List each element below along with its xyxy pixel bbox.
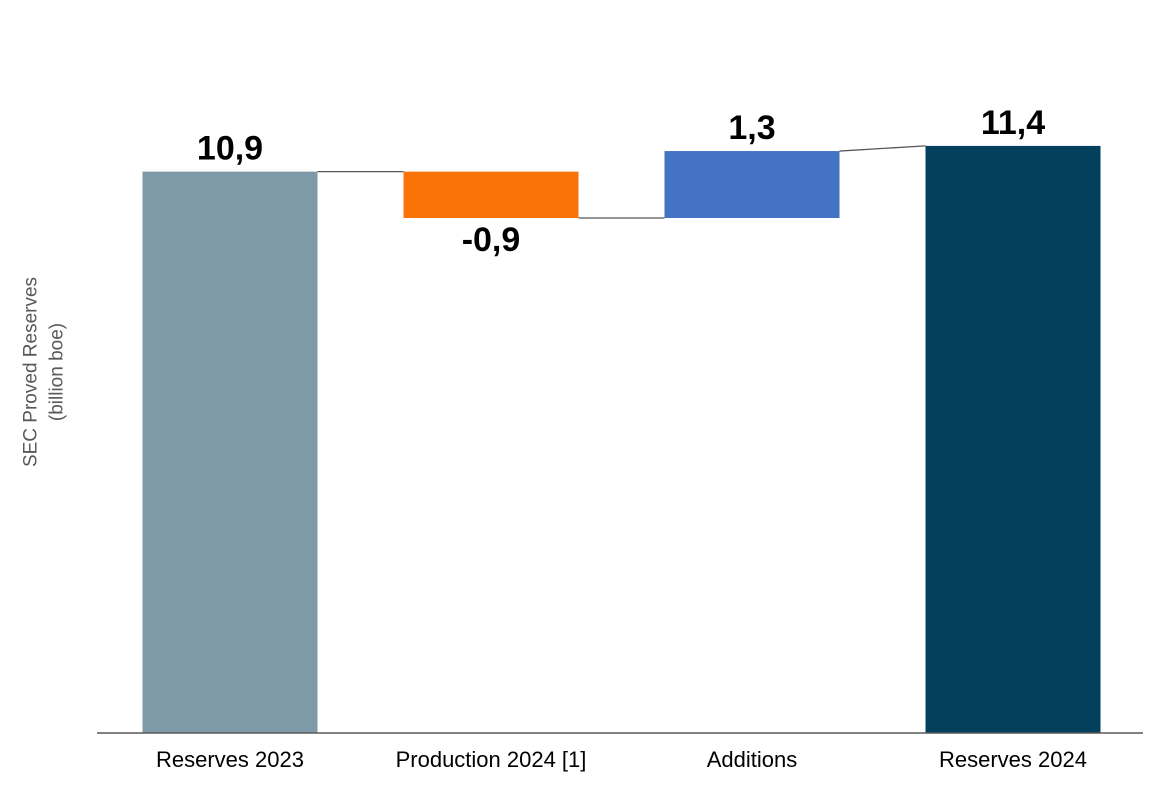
data-labels: 10,9 -0,9 1,3 11,4 <box>197 104 1045 259</box>
connector-additions-to-reserves-2024 <box>839 145 926 152</box>
category-label-production-2024-1: Production 2024 [1] <box>395 747 587 772</box>
bar-production-2024-1 <box>403 171 579 218</box>
connector-lines <box>317 145 926 219</box>
data-label-reserves-2024: 11,4 <box>981 104 1045 142</box>
category-label-reserves-2023: Reserves 2023 <box>156 747 304 772</box>
bar-reserves-2023 <box>142 171 318 733</box>
data-label-additions: 1,3 <box>728 109 775 147</box>
bar-reserves-2024 <box>925 145 1101 733</box>
category-label-reserves-2024: Reserves 2024 <box>939 747 1087 772</box>
data-label-reserves-2023: 10,9 <box>197 130 263 168</box>
bars <box>142 145 1101 733</box>
category-label-additions: Additions <box>706 747 798 772</box>
data-label-production-2024-1: -0,9 <box>462 221 521 259</box>
bar-additions <box>664 151 840 218</box>
